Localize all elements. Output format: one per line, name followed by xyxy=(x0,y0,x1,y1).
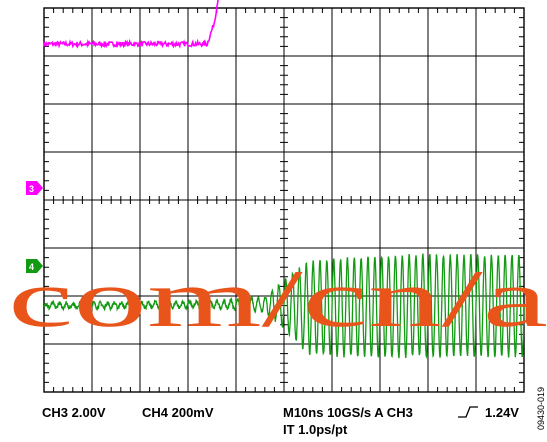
ch4-marker-label: 4 xyxy=(29,262,34,272)
trigger-level-readout: 1.24V xyxy=(485,405,519,420)
ch3-scale-readout: CH3 2.00V xyxy=(42,405,106,420)
rising-edge-icon xyxy=(458,406,478,418)
interpolation-readout: IT 1.0ps/pt xyxy=(283,422,348,437)
ch3-waveform xyxy=(43,0,219,49)
ch4-marker: 4 xyxy=(26,259,43,273)
ch3-marker: 3 xyxy=(26,181,43,195)
watermark-text: com/cn/a xyxy=(8,253,547,344)
timebase-readout: M10ns 10GS/s A CH3 xyxy=(283,405,413,420)
figure-id: 09430-019 xyxy=(536,387,546,430)
ch3-marker-label: 3 xyxy=(29,184,34,194)
ch4-scale-readout: CH4 200mV xyxy=(142,405,214,420)
ch4-waveform xyxy=(43,253,525,360)
waveform-traces xyxy=(43,0,525,360)
